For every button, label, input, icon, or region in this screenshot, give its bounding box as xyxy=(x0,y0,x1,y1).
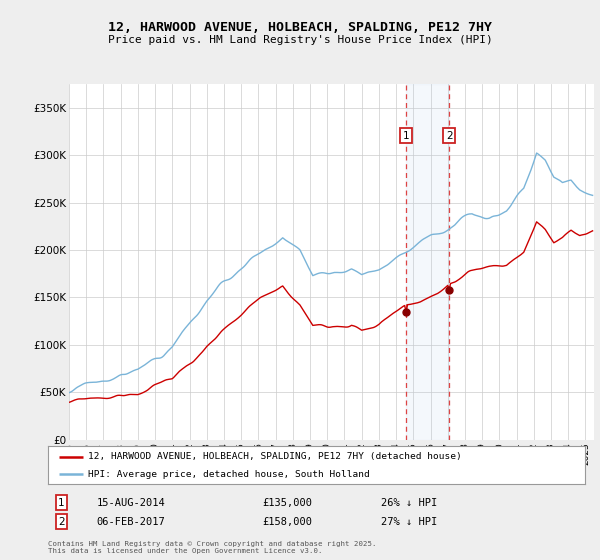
Text: £135,000: £135,000 xyxy=(263,497,313,507)
Bar xyxy=(406,84,449,440)
Text: Price paid vs. HM Land Registry's House Price Index (HPI): Price paid vs. HM Land Registry's House … xyxy=(107,35,493,45)
Text: 1: 1 xyxy=(58,497,65,507)
Text: 06-FEB-2017: 06-FEB-2017 xyxy=(97,517,165,526)
Text: 15-AUG-2014: 15-AUG-2014 xyxy=(97,497,165,507)
Text: 2: 2 xyxy=(58,517,65,526)
Text: 2: 2 xyxy=(446,130,452,141)
Text: 12, HARWOOD AVENUE, HOLBEACH, SPALDING, PE12 7HY (detached house): 12, HARWOOD AVENUE, HOLBEACH, SPALDING, … xyxy=(88,452,462,461)
Text: 26% ↓ HPI: 26% ↓ HPI xyxy=(381,497,437,507)
Text: HPI: Average price, detached house, South Holland: HPI: Average price, detached house, Sout… xyxy=(88,470,370,479)
Text: £158,000: £158,000 xyxy=(263,517,313,526)
Text: 27% ↓ HPI: 27% ↓ HPI xyxy=(381,517,437,526)
Text: Contains HM Land Registry data © Crown copyright and database right 2025.
This d: Contains HM Land Registry data © Crown c… xyxy=(48,541,377,554)
Text: 12, HARWOOD AVENUE, HOLBEACH, SPALDING, PE12 7HY: 12, HARWOOD AVENUE, HOLBEACH, SPALDING, … xyxy=(108,21,492,34)
Text: 1: 1 xyxy=(403,130,409,141)
